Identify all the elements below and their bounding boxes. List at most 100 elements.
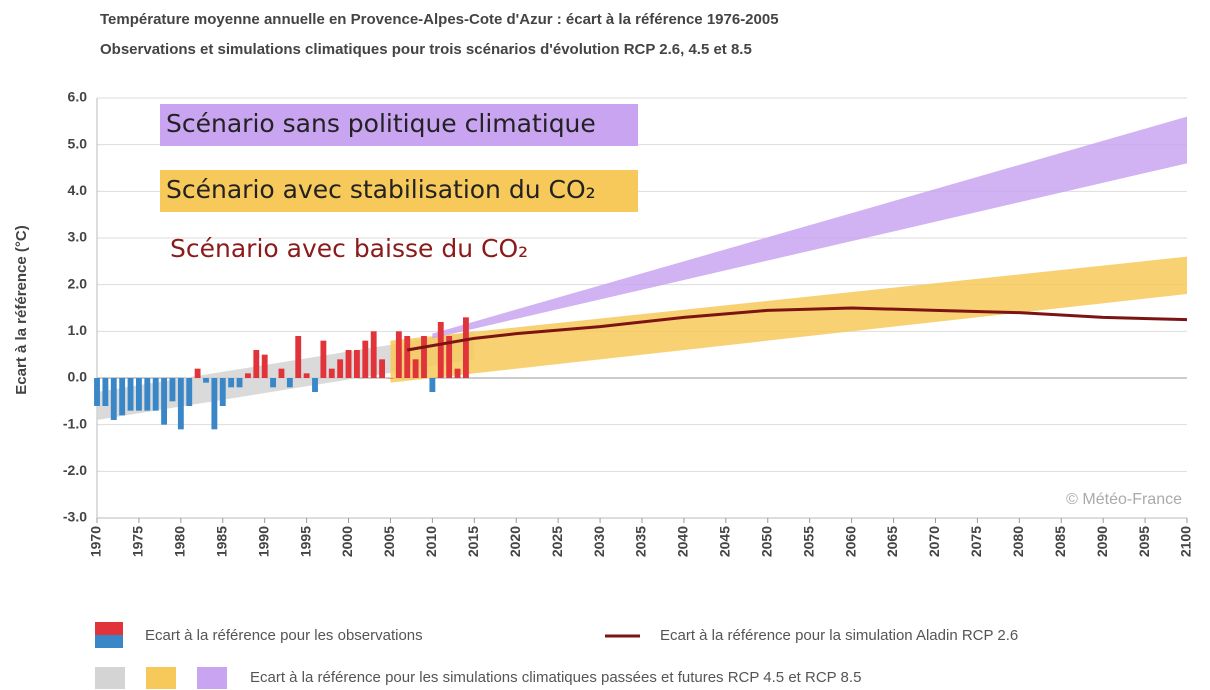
bar [421,336,427,378]
annotation-box [160,104,638,146]
bar [219,378,226,406]
y-tick-label: 4.0 [68,182,88,198]
bar [379,359,386,378]
x-tick-label: 2050 [758,526,774,557]
bar [337,359,344,378]
x-tick-label: 2090 [1094,526,1110,557]
chart-title: Température moyenne annuelle en Provence… [100,11,779,28]
bar [429,378,436,392]
bar [110,378,117,420]
bar [362,340,369,378]
x-tick-label: 1990 [255,526,271,557]
x-tick-label: 2015 [465,526,481,557]
x-tick-label: 2045 [717,526,733,557]
y-tick-label: 6.0 [68,89,88,105]
y-tick-label: 2.0 [68,275,88,291]
annotation: Scénario sans politique climatique [166,109,596,138]
bar [161,378,168,425]
x-tick-label: 2000 [339,526,355,557]
bar [152,378,159,411]
bar [203,378,209,383]
legend-swatch [146,667,176,689]
bar [404,336,411,378]
bar [194,368,201,378]
bar [228,378,235,388]
x-tick-label: 1980 [172,526,188,557]
y-tick-label: -3.0 [63,509,87,525]
bar [446,336,453,378]
y-tick-label: 3.0 [68,229,88,245]
legend-swatch [95,667,125,689]
x-tick-label: 2040 [675,526,691,557]
annotation-box [160,170,638,212]
bar [236,378,243,388]
bar [186,378,193,406]
bar [345,350,352,378]
x-tick-label: 2025 [549,526,565,557]
y-tick-label: 1.0 [68,322,88,338]
y-axis-label: Ecart à la référence (°C) [13,225,30,394]
bar [270,378,277,388]
legend-label: Ecart à la référence pour la simulation … [660,627,1018,644]
x-tick-label: 1995 [297,526,313,557]
x-tick-label: 1975 [130,526,146,557]
bar [387,378,394,379]
bar [278,368,285,378]
bar [286,378,293,388]
bar [211,378,218,430]
legend-label: Ecart à la référence pour les simulation… [250,669,861,686]
bar [312,378,318,392]
bar [144,378,151,411]
bar [462,317,469,378]
bar [370,331,377,378]
bar [412,359,419,378]
y-tick-label: 0.0 [68,369,88,385]
annotation: Scénario avec stabilisation du CO₂ [166,175,596,204]
x-tick-label: 2085 [1052,526,1068,557]
bar [437,322,444,378]
bar [102,378,109,406]
legend-swatch [197,667,227,689]
bar [94,378,100,406]
x-tick-label: 1970 [88,526,104,557]
bar [261,354,268,378]
bar [177,378,184,430]
x-tick-label: 2035 [633,526,649,557]
bar [135,378,142,411]
watermark: © Météo-France [1066,491,1182,508]
x-tick-label: 2080 [1010,526,1026,557]
x-tick-label: 2095 [1136,526,1152,557]
bar [169,378,176,402]
band [390,256,1187,383]
x-tick-label: 2055 [800,526,816,557]
x-tick-label: 2020 [507,526,523,557]
x-tick-label: 2060 [842,526,858,557]
bar [295,336,302,378]
bar [303,373,310,378]
x-tick-label: 2065 [884,526,900,557]
bar [253,350,260,378]
x-tick-label: 2030 [591,526,607,557]
bar [127,378,134,411]
legend-swatch [95,635,123,648]
bar [119,378,126,416]
chart-subtitle: Observations et simulations climatiques … [100,41,752,58]
x-tick-label: 2005 [381,526,397,557]
bar [244,373,251,378]
legend-label: Ecart à la référence pour les observatio… [145,627,423,644]
line [406,306,1188,352]
x-tick-label: 2010 [423,526,439,557]
bar [454,368,461,378]
y-tick-label: -1.0 [63,415,87,431]
y-tick-label: 5.0 [68,135,88,151]
legend-swatch [95,622,123,635]
x-tick-label: 1985 [213,526,229,557]
bar [320,340,327,378]
x-tick-label: 2100 [1178,526,1194,557]
bar [395,331,402,378]
x-tick-label: 2075 [968,526,984,557]
x-tick-label: 2070 [926,526,942,557]
bar [353,350,360,378]
annotation: Scénario avec baisse du CO₂ [170,234,528,263]
